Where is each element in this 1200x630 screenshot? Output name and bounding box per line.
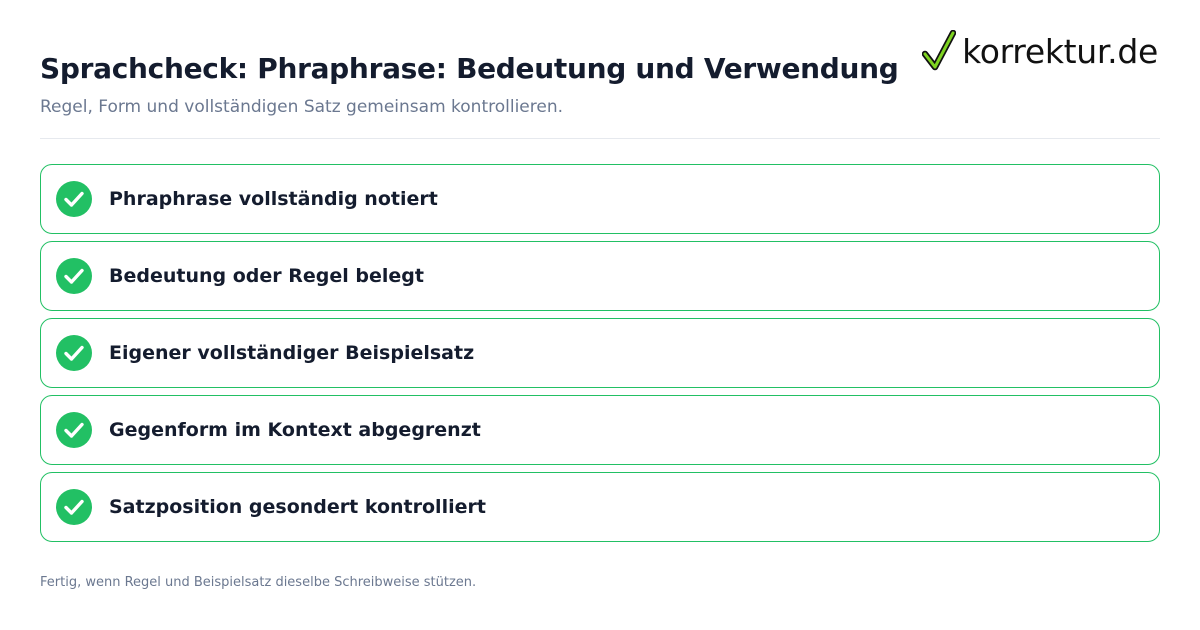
checklist-item-label: Eigener vollständiger Beispielsatz: [109, 342, 475, 364]
check-circle-icon: [56, 489, 92, 525]
logo: korrektur.de: [922, 30, 1158, 72]
checklist-item: Satzposition gesondert kontrolliert: [40, 472, 1160, 542]
checklist: Phraphrase vollständig notiert Bedeutung…: [40, 164, 1160, 549]
page-title: Sprachcheck: Phraphrase: Bedeutung und V…: [40, 52, 899, 85]
checklist-item: Gegenform im Kontext abgegrenzt: [40, 395, 1160, 465]
checklist-item-label: Gegenform im Kontext abgegrenzt: [109, 419, 481, 441]
check-circle-icon: [56, 258, 92, 294]
check-circle-icon: [56, 412, 92, 448]
checklist-item: Eigener vollständiger Beispielsatz: [40, 318, 1160, 388]
divider: [40, 138, 1160, 139]
logo-text: korrektur.de: [962, 31, 1158, 71]
checklist-item-label: Satzposition gesondert kontrolliert: [109, 496, 486, 518]
page-subtitle: Regel, Form und vollständigen Satz gemei…: [40, 97, 564, 117]
check-circle-icon: [56, 335, 92, 371]
checklist-item-label: Bedeutung oder Regel belegt: [109, 265, 424, 287]
checklist-item-label: Phraphrase vollständig notiert: [109, 188, 438, 210]
checklist-item: Bedeutung oder Regel belegt: [40, 241, 1160, 311]
checklist-item: Phraphrase vollständig notiert: [40, 164, 1160, 234]
header: Sprachcheck: Phraphrase: Bedeutung und V…: [40, 50, 1160, 118]
footer-note: Fertig, wenn Regel und Beispielsatz dies…: [40, 575, 477, 590]
checkmark-icon: [922, 30, 957, 71]
check-circle-icon: [56, 181, 92, 217]
